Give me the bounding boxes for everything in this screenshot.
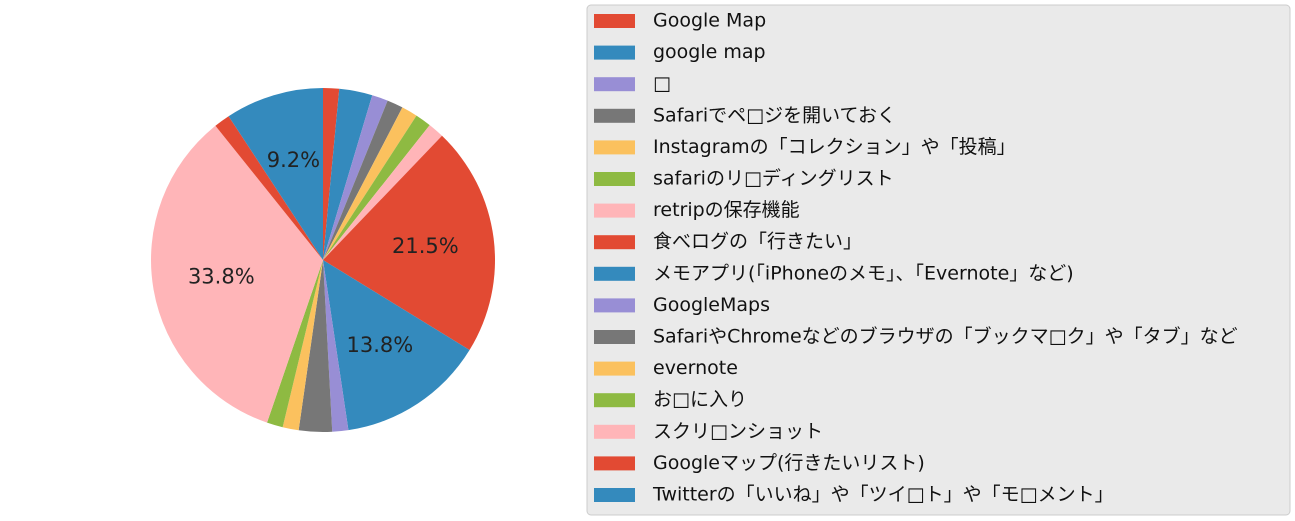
- legend-swatch: [594, 108, 635, 123]
- legend-label: retripの保存機能: [653, 199, 800, 221]
- legend-label: GoogleMaps: [653, 294, 770, 316]
- pie-slice: [298, 260, 333, 432]
- pie-slice: [323, 100, 403, 260]
- legend-swatch: [594, 488, 635, 502]
- legend-label: Googleマップ(行きたいリスト): [653, 452, 925, 474]
- pie-slice: [323, 115, 430, 260]
- legend-label: お□に入り: [653, 389, 747, 411]
- legend-swatch: [594, 424, 635, 439]
- percent-labels: 21.5% 13.8% 33.8% 9.2%: [188, 148, 459, 357]
- legend-label: Instagramの「コレクション」や「投稿」: [653, 136, 1016, 158]
- legend-swatch: [594, 172, 635, 186]
- pie-slice: [215, 116, 323, 260]
- pie-slice: [323, 135, 496, 351]
- pie-slice: [323, 88, 373, 261]
- pie-slice: [282, 260, 323, 431]
- legend-swatch: [594, 361, 635, 376]
- legend-swatch: [594, 330, 635, 344]
- legend-label: 食べログの「行きたい」: [653, 231, 862, 253]
- legend-label: スクリ□ンショット: [653, 420, 823, 442]
- legend-label: Safariでペ□ジを開いておく: [653, 104, 896, 126]
- percent-label: 33.8%: [188, 265, 255, 289]
- pie-slice: [323, 107, 417, 261]
- pie-slice: [151, 125, 323, 423]
- legend: Google Map google map □ Safariでペ□ジを開いておく Ins…: [594, 10, 1238, 506]
- legend-swatch: [594, 77, 635, 92]
- legend-box: [586, 4, 1291, 516]
- percent-label: 13.8%: [347, 333, 414, 357]
- legend-label: メモアプリ(「iPhoneのメモ」、「Evernote」など): [653, 262, 1074, 284]
- pie-slice: [323, 125, 442, 260]
- legend-swatch: [594, 393, 635, 408]
- pie-slice: [267, 260, 323, 428]
- pie-slice: [323, 95, 388, 261]
- legend-label: SafariやChromeなどのブラウザの「ブックマ□ク」や「タブ」など: [653, 325, 1238, 348]
- legend-label: google map: [653, 41, 766, 63]
- legend-label: evernote: [653, 357, 738, 379]
- legend-swatch: [594, 14, 635, 28]
- legend-swatch: [594, 456, 635, 471]
- pie-slice: [228, 88, 323, 260]
- legend-label: □: [653, 73, 671, 95]
- legend-swatch: [594, 235, 635, 250]
- pie-slice: [323, 260, 470, 431]
- pie-slice: [323, 88, 340, 260]
- percent-label: 21.5%: [392, 234, 459, 258]
- legend-swatch: [594, 298, 635, 313]
- pie-slices: [151, 88, 496, 432]
- legend-label: Twitterの「いいね」や「ツイ□ト」や「モ□メント」: [652, 484, 1114, 506]
- legend-swatch: [594, 203, 635, 218]
- percent-label: 9.2%: [267, 148, 320, 172]
- legend-label: safariのリ□ディングリスト: [653, 168, 894, 190]
- legend-swatch: [594, 266, 635, 281]
- legend-swatch: [594, 45, 635, 60]
- legend-swatch: [594, 140, 635, 155]
- legend-label: Google Map: [653, 10, 766, 32]
- pie-slice: [323, 260, 349, 432]
